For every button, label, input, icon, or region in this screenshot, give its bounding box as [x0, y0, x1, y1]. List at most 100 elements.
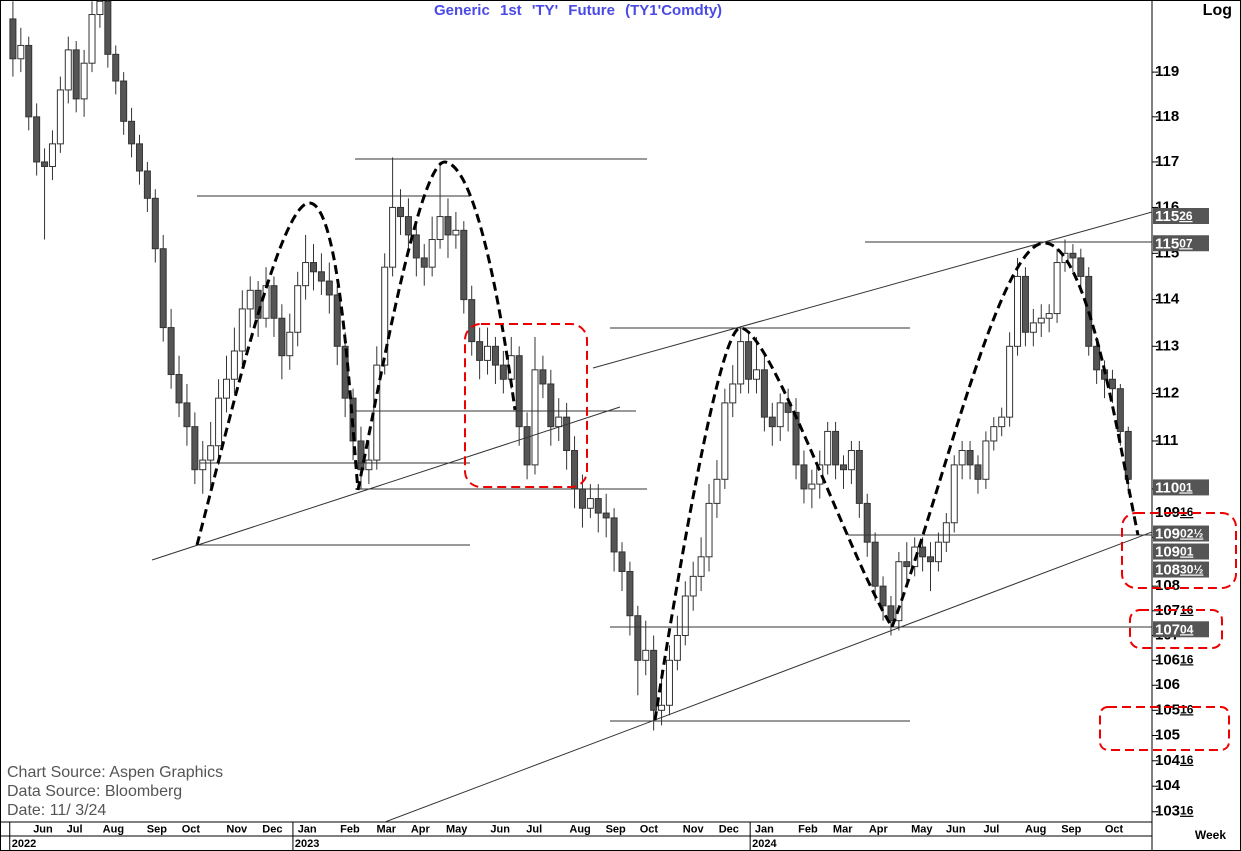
x-tick-label: Jun: [946, 823, 966, 835]
x-tick-label: Sep: [1061, 823, 1081, 835]
candle-body: [120, 80, 128, 122]
candle-body: [745, 341, 753, 380]
x-tick-label: Nov: [683, 823, 705, 835]
frequency-label: Week: [1195, 828, 1226, 842]
candle-body: [159, 248, 167, 329]
candle-body: [958, 450, 966, 466]
candle-body: [998, 416, 1006, 428]
x-tick-label: May: [911, 823, 933, 835]
x-tick-label: Oct: [640, 823, 659, 835]
candle-body: [1116, 388, 1124, 432]
candle-body: [966, 450, 974, 466]
candle-body: [1045, 313, 1053, 319]
candle-body: [1124, 430, 1132, 480]
candle-body: [270, 285, 278, 319]
price-label-box: [1153, 479, 1209, 496]
candle-body: [80, 62, 88, 100]
candle-body: [729, 383, 737, 404]
candle-body: [705, 502, 713, 558]
candle-body: [895, 561, 903, 622]
candle-body: [903, 561, 911, 568]
arc: [890, 241, 1140, 628]
candle-body: [626, 570, 634, 617]
candle-body: [721, 402, 729, 480]
candle-body: [88, 14, 96, 64]
chart-title: Generic 1st 'TY' Future (TY1'Comdty): [434, 2, 722, 19]
candle-body: [689, 575, 697, 597]
candle-body: [618, 551, 626, 572]
year-label: 2022: [12, 838, 36, 850]
x-tick-label: Jan: [298, 823, 317, 835]
highlight-box: [464, 323, 588, 488]
candle-body: [143, 170, 151, 199]
candle-body: [673, 634, 681, 661]
candle-body: [262, 285, 270, 319]
candle-body: [523, 426, 531, 466]
candle-body: [1006, 345, 1014, 418]
y-tick-label: 10316: [1155, 803, 1194, 820]
candle-body: [602, 512, 610, 519]
candle-body: [254, 289, 262, 319]
x-tick-label: Dec: [719, 823, 739, 835]
candle-body: [737, 341, 745, 385]
candle-body: [128, 120, 136, 145]
candle-body: [41, 161, 49, 167]
price-label: 11507: [1155, 235, 1193, 252]
candle-body: [515, 355, 523, 428]
source-text: Date: 11/ 3/24: [7, 802, 106, 819]
candle-body: [468, 299, 476, 343]
candle-body: [879, 585, 887, 607]
candle-body: [444, 216, 452, 236]
candle-body: [531, 369, 539, 466]
pattern-arcs: [195, 160, 1140, 721]
candle-body: [357, 440, 365, 471]
x-tick-label: Jul: [526, 823, 542, 835]
x-tick-label: May: [446, 823, 468, 835]
arc: [356, 160, 517, 491]
x-tick-label: Sep: [606, 823, 626, 835]
candle-body: [491, 345, 499, 366]
candle-body: [48, 143, 56, 167]
highlight-boxes: [464, 323, 1237, 751]
x-tick-label: Aug: [569, 823, 590, 835]
year-label: 2023: [295, 838, 319, 850]
candle-body: [294, 285, 302, 333]
candle-body: [776, 402, 784, 428]
arc: [653, 326, 894, 721]
candle-body: [1021, 275, 1029, 333]
price-label-box: [1153, 525, 1209, 542]
candle-body: [713, 478, 721, 504]
price-label-box: [1153, 235, 1209, 252]
x-tick-label: Jul: [983, 823, 999, 835]
candle-body: [104, 0, 112, 55]
candle-body: [792, 411, 800, 466]
candle-body: [373, 364, 381, 461]
x-tick-label: Dec: [262, 823, 282, 835]
candle-body: [25, 44, 33, 118]
candle-body: [476, 341, 484, 361]
highlight-box: [1121, 512, 1237, 589]
price-label: 11526: [1155, 208, 1193, 225]
x-tick-label: Jun: [490, 823, 510, 835]
candle-body: [634, 615, 642, 661]
candle-body: [642, 649, 650, 661]
candle-body: [96, 0, 104, 16]
price-label: 10901: [1155, 543, 1194, 560]
candle-body: [175, 374, 183, 404]
x-tick-label: Aug: [1025, 823, 1046, 835]
candle-body: [1077, 257, 1085, 277]
candle-body: [33, 116, 41, 163]
candle-body: [460, 229, 468, 301]
candle-body: [752, 369, 760, 380]
candles: [9, 0, 1132, 731]
year-label: 2024: [752, 838, 777, 850]
candle-body: [333, 294, 341, 347]
candle-body: [950, 464, 958, 524]
y-tick-label: 10616: [1155, 651, 1194, 668]
y-tick-label: 119: [1155, 63, 1179, 80]
y-tick-label: 10416: [1155, 752, 1194, 769]
candle-body: [547, 383, 555, 428]
candle-body: [222, 378, 230, 399]
candle-body: [658, 704, 666, 711]
candle-body: [942, 522, 950, 543]
